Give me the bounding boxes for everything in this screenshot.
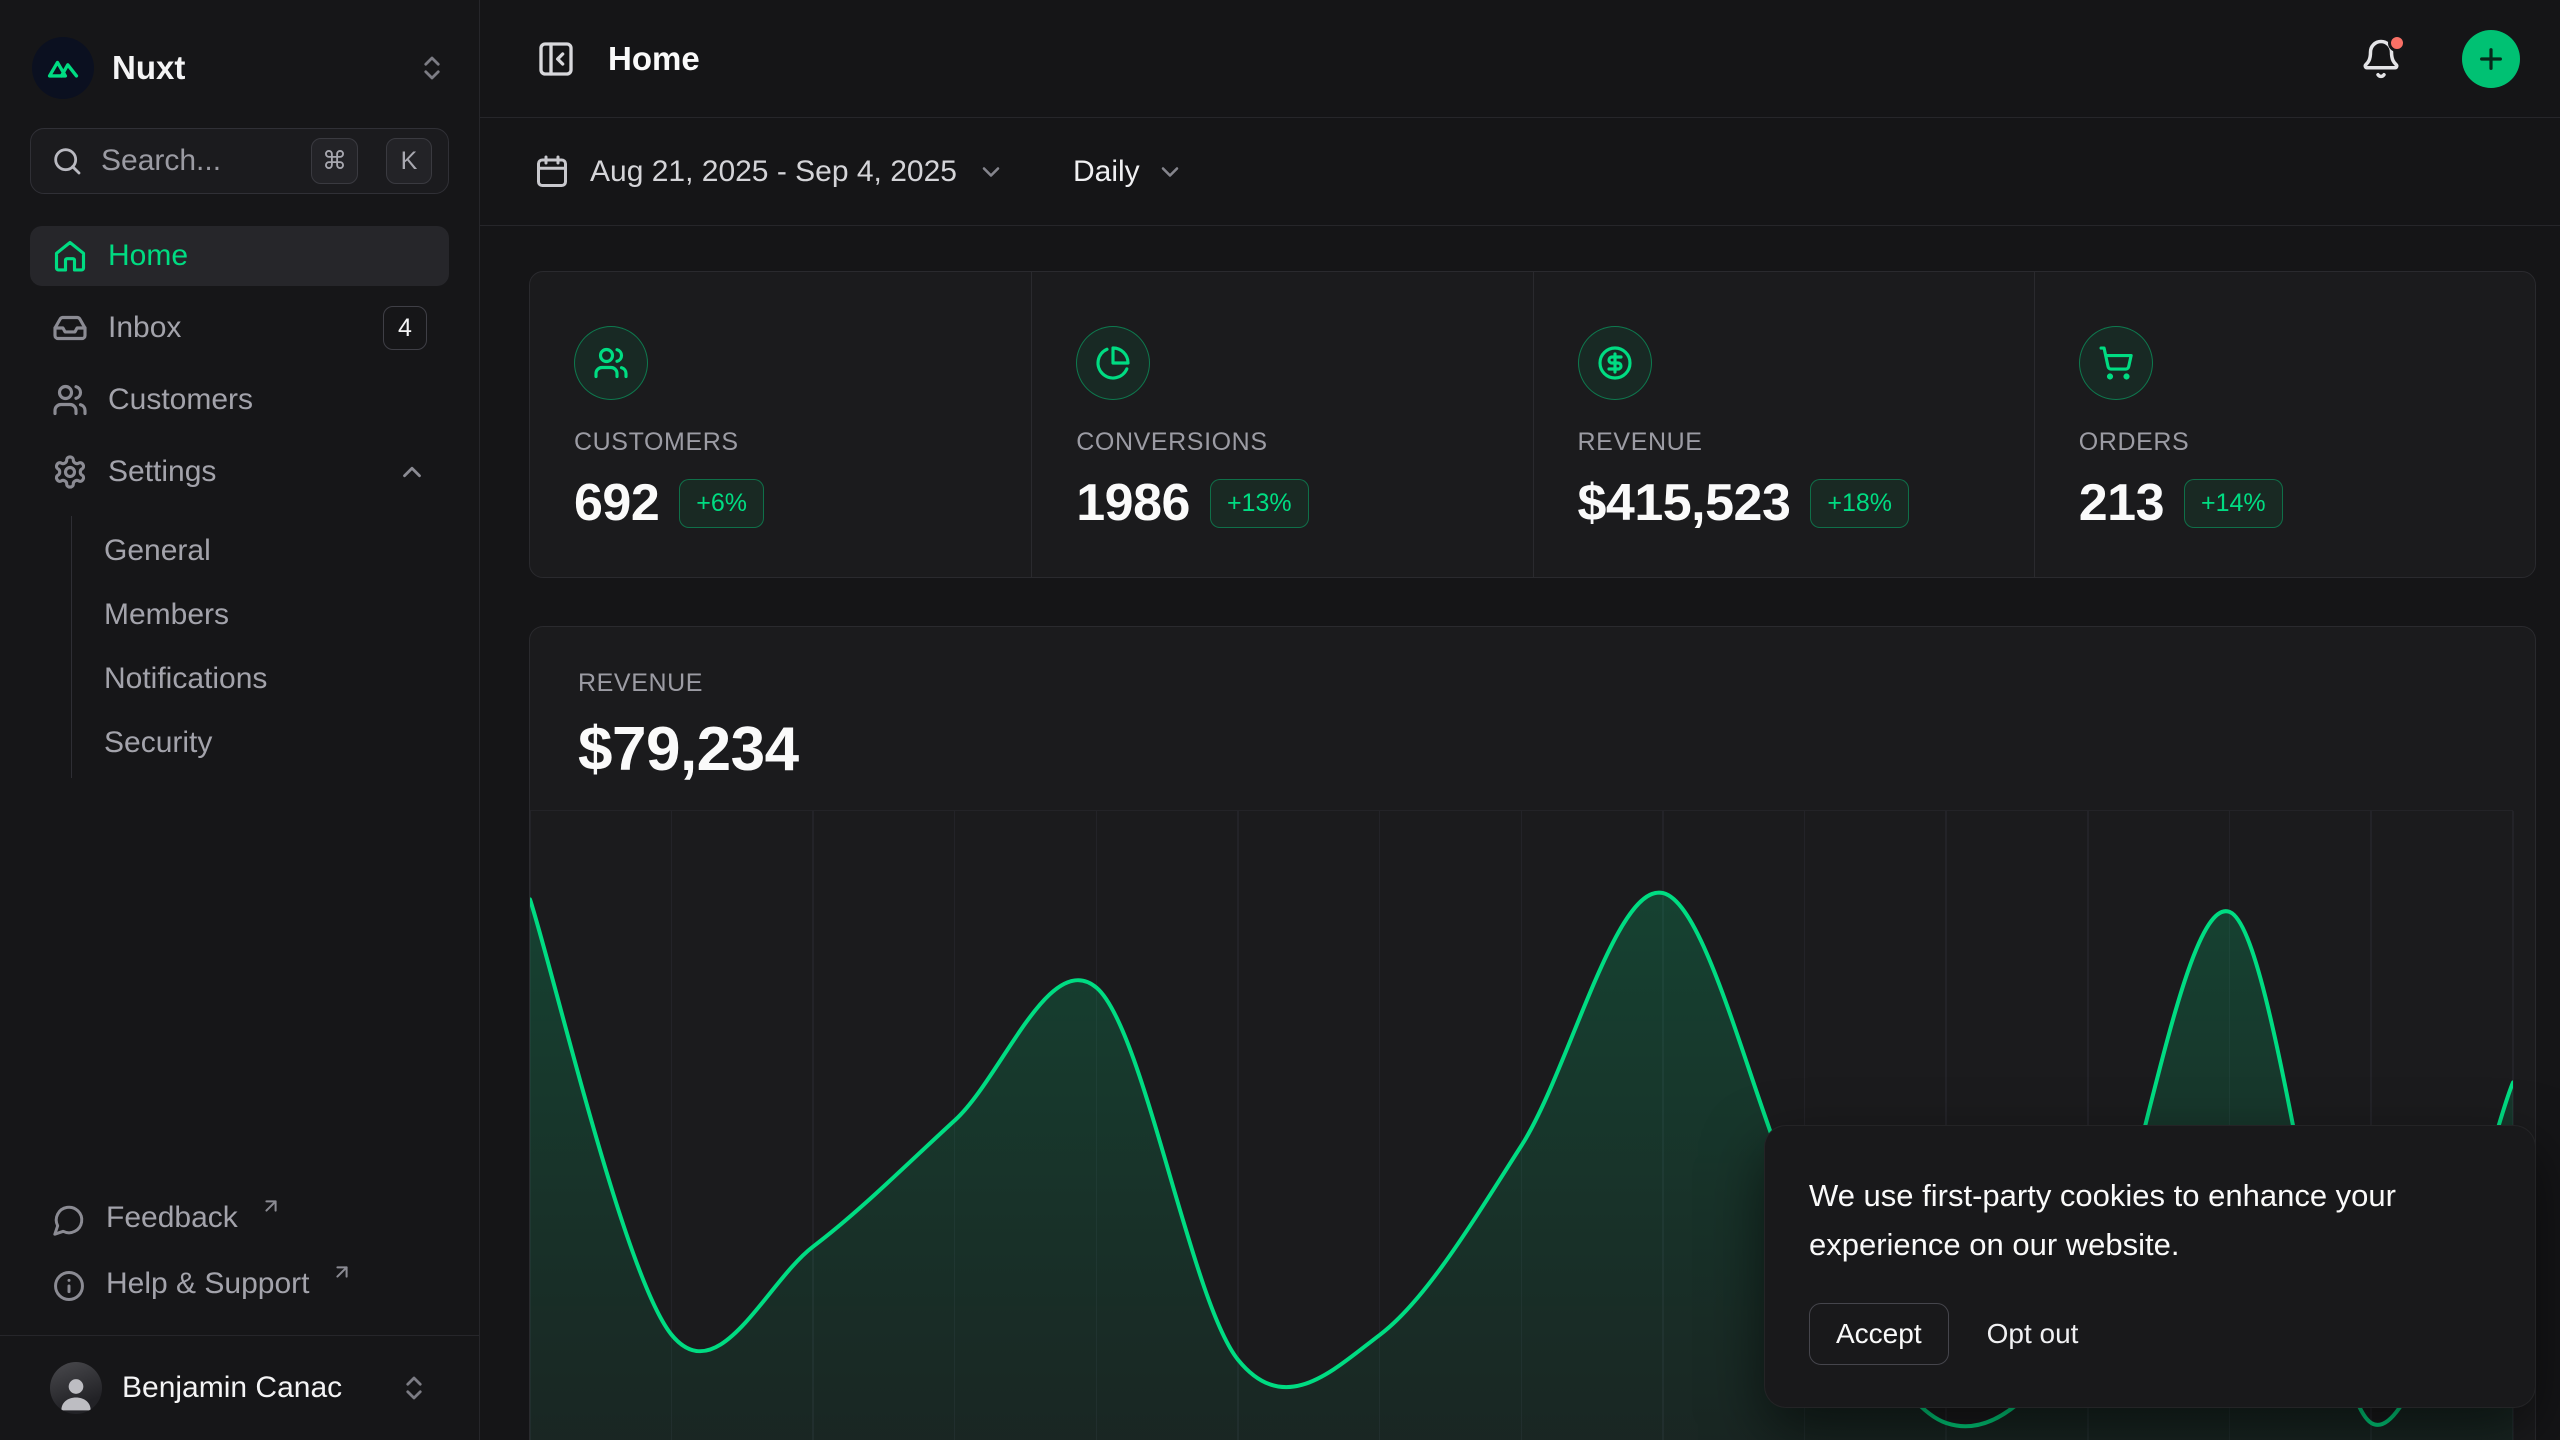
chevron-up-icon [397,457,427,487]
date-range-picker[interactable]: Aug 21, 2025 - Sep 4, 2025 [528,144,1011,200]
granularity-select[interactable]: Daily [1067,145,1190,199]
sidebar-item-label: Home [108,239,189,272]
page-header: Home [480,0,2560,118]
toolbar: Aug 21, 2025 - Sep 4, 2025 Daily [480,118,2560,226]
accept-cookies-button[interactable]: Accept [1809,1303,1949,1365]
sidebar-item-customers[interactable]: Customers [30,370,449,430]
stat-value: 1986 [1076,474,1190,532]
revenue-area [530,892,2513,1440]
info-circle-icon [52,1269,86,1303]
sidebar-footer-links: Feedback Help & Support [30,1189,449,1315]
chat-bubble-icon [52,1203,86,1237]
sidebar-item-notifications[interactable]: Notifications [104,662,268,695]
sidebar: Nuxt Search... ⌘ K Home Inbox 4 [0,0,480,1440]
chevrons-up-down-icon [417,53,447,83]
sidebar-item-feedback[interactable]: Feedback [30,1189,449,1249]
search-input[interactable]: Search... ⌘ K [30,128,449,194]
kbd-command: ⌘ [311,138,358,184]
sidebar-item-general[interactable]: General [104,534,211,567]
stat-value: 692 [574,474,660,532]
sidebar-item-settings[interactable]: Settings [30,442,449,502]
opt-out-button[interactable]: Opt out [1987,1304,2079,1364]
kbd-k: K [386,138,432,184]
page-title: Home [608,39,700,77]
sidebar-item-inbox[interactable]: Inbox 4 [30,298,449,358]
avatar [50,1362,102,1414]
sidebar-item-label: Feedback [106,1201,238,1234]
gear-icon [52,454,88,490]
revenue-chart-total: $79,234 [578,715,799,784]
external-link-icon [260,1195,282,1217]
calendar-icon [534,154,570,190]
sidebar-item-label: Help & Support [106,1267,310,1300]
stat-orders: ORDERS 213 +14% [2033,272,2535,577]
user-name: Benjamin Canac [122,1371,343,1404]
stats-card: CUSTOMERS 692 +6% CONVERSIONS 1986 +13% [529,271,2536,578]
sidebar-item-label: Settings [108,455,217,488]
chevron-down-icon [977,158,1005,186]
sidebar-item-security[interactable]: Security [104,726,213,759]
stat-delta-badge: +13% [1209,478,1309,528]
date-range-label: Aug 21, 2025 - Sep 4, 2025 [590,154,957,188]
user-section: Benjamin Canac [0,1335,479,1440]
cart-icon [2078,326,2153,400]
stat-label: CONVERSIONS [1076,428,1268,456]
inbox-icon [52,310,88,346]
stat-label: ORDERS [2078,428,2190,456]
stat-label: REVENUE [1577,428,1703,456]
stat-delta-badge: +18% [1810,478,1910,528]
settings-subnav: General Members Notifications Security [71,516,449,778]
add-button[interactable] [2462,29,2520,88]
stat-revenue: REVENUE $415,523 +18% [1532,272,2034,577]
collapse-sidebar-button[interactable] [528,31,584,87]
granularity-label: Daily [1072,154,1140,188]
circle-dollar-icon [1577,326,1652,400]
search-icon [51,145,83,177]
nuxt-logo-icon [32,37,94,99]
sidebar-item-home[interactable]: Home [30,226,449,286]
home-icon [52,238,88,274]
dashboard-content: CUSTOMERS 692 +6% CONVERSIONS 1986 +13% [480,226,2560,1440]
sidebar-item-members[interactable]: Members [104,598,230,631]
revenue-chart-plot[interactable] [530,810,2514,1440]
main-area: Home Aug 21, 2025 - Sep 4, 2025 Daily [480,0,2560,1440]
sidebar-nav: Home Inbox 4 Customers Settings Ge [30,226,449,780]
sidebar-item-label: Inbox [108,311,182,344]
stat-value: 213 [2078,474,2165,532]
revenue-line [530,890,2513,1429]
users-icon [52,382,88,418]
team-switcher[interactable]: Nuxt [32,36,447,100]
sidebar-item-label: Customers [108,383,254,416]
stat-delta-badge: +6% [679,478,764,528]
stat-value: $415,523 [1577,474,1791,532]
external-link-icon [331,1261,353,1283]
inbox-count-badge: 4 [383,306,427,350]
chevron-down-icon [1156,158,1184,186]
notifications-button[interactable] [2350,28,2412,90]
pie-chart-icon [1076,326,1151,400]
sidebar-item-help-support[interactable]: Help & Support [30,1255,449,1315]
stat-conversions: CONVERSIONS 1986 +13% [1031,272,1532,577]
users-icon [574,326,648,400]
revenue-area-chart [530,890,2513,1440]
cookie-banner: We use first-party cookies to enhance yo… [1764,1125,2536,1408]
search-placeholder: Search... [101,144,222,177]
chevrons-up-down-icon [399,1373,429,1403]
stat-customers: CUSTOMERS 692 +6% [530,272,1031,577]
stat-delta-badge: +14% [2184,478,2283,528]
stat-label: CUSTOMERS [574,428,739,456]
user-menu[interactable]: Benjamin Canac [30,1354,449,1422]
team-name: Nuxt [112,49,186,86]
cookie-message: We use first-party cookies to enhance yo… [1809,1178,2396,1262]
notification-dot [2388,33,2406,52]
bell-icon [2363,39,2399,78]
revenue-chart-label: REVENUE [578,669,704,697]
plus-icon [2480,47,2502,70]
